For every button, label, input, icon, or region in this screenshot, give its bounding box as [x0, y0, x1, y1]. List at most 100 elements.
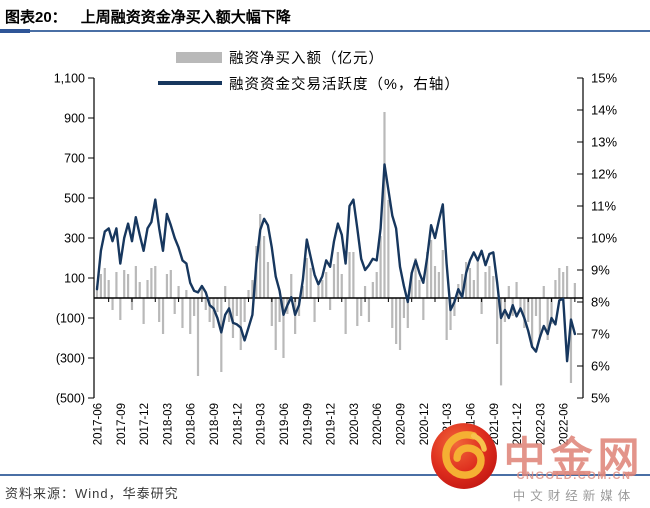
- net-buy-bar: [251, 280, 254, 298]
- net-buy-bar: [569, 298, 573, 383]
- legend-label-activity: 融资资金交易活跃度（%，右轴）: [229, 76, 460, 93]
- net-buy-bar: [426, 252, 429, 298]
- net-buy-bar: [220, 298, 223, 372]
- net-buy-bar: [554, 280, 557, 298]
- net-buy-bar: [235, 298, 238, 316]
- net-buy-bar: [445, 298, 448, 340]
- net-buy-bar: [212, 298, 215, 328]
- net-buy-bar: [363, 286, 367, 298]
- net-buy-bar: [499, 298, 503, 386]
- net-buy-bar: [391, 298, 394, 328]
- legend-swatch-box: [158, 51, 222, 63]
- legend-item-net-buy: 融资净买入额（亿元）: [158, 44, 460, 70]
- net-buy-bar: [519, 298, 522, 310]
- net-buy-bar: [154, 266, 157, 298]
- net-buy-bar: [476, 258, 479, 298]
- net-buy-bar: [398, 298, 402, 350]
- net-buy-bar: [344, 298, 347, 334]
- net-buy-bar: [309, 268, 312, 298]
- net-buy-bar: [150, 268, 153, 298]
- net-buy-bar: [422, 298, 425, 320]
- x-tick-label: 2018-06: [186, 403, 198, 445]
- x-tick-label: 2018-03: [162, 403, 174, 445]
- right-tick-label: 9%: [591, 263, 610, 278]
- right-tick-label: 6%: [591, 359, 610, 374]
- cngold-logo-icon: [431, 423, 497, 489]
- figure-header: 图表20： 上周融资资金净买入额大幅下降: [5, 6, 291, 27]
- watermark-domain-text: CNGOLD.COM.CN: [516, 470, 632, 482]
- net-buy-bar: [360, 298, 363, 316]
- net-buy-bar: [173, 298, 176, 314]
- net-buy-bar: [527, 298, 530, 322]
- net-buy-bar: [453, 298, 456, 316]
- net-buy-bar: [367, 298, 371, 322]
- x-tick-label: 2018-12: [232, 403, 244, 445]
- net-buy-bar: [430, 240, 433, 298]
- line-swatch-icon: [158, 81, 222, 85]
- left-tick-label: (300): [56, 352, 85, 366]
- net-buy-bar: [99, 274, 102, 298]
- net-buy-bar: [550, 298, 553, 324]
- net-buy-bar: [111, 298, 114, 310]
- net-buy-bar: [348, 252, 351, 298]
- cngold-watermark: 中金网 CNGOLD.COM.CN 中文财经新媒体: [428, 418, 650, 508]
- x-tick-label: 2020-03: [349, 403, 361, 445]
- net-buy-bar: [177, 286, 180, 298]
- net-buy-bar: [492, 276, 495, 298]
- net-buy-bar: [185, 290, 188, 298]
- x-tick-label: 2017-12: [139, 403, 151, 445]
- header-separator: [0, 30, 650, 32]
- net-buy-bar: [414, 258, 417, 298]
- net-buy-bar: [406, 298, 409, 328]
- x-tick-label: 2021-12: [512, 403, 524, 445]
- x-tick-label: 2022-06: [559, 403, 571, 445]
- right-tick-label: 7%: [591, 327, 610, 342]
- net-buy-bar: [441, 250, 444, 298]
- right-tick-label: 14%: [591, 103, 617, 118]
- net-buy-bar: [270, 298, 273, 326]
- net-buy-bar: [565, 266, 569, 298]
- net-buy-bar: [259, 214, 262, 298]
- net-buy-bar: [507, 286, 510, 298]
- net-buy-bar: [103, 268, 106, 298]
- net-buy-bar: [558, 268, 561, 298]
- net-buy-bar: [216, 298, 219, 312]
- net-buy-bar: [356, 298, 359, 326]
- net-buy-bar: [239, 298, 242, 350]
- left-tick-label: 300: [64, 232, 85, 246]
- footer-separator: [0, 474, 650, 476]
- x-tick-label: 2020-09: [396, 403, 408, 445]
- net-buy-bar: [130, 298, 134, 310]
- net-buy-bar: [126, 274, 130, 298]
- net-buy-bar: [224, 286, 227, 298]
- header-separator-accent: [0, 29, 30, 33]
- net-buy-bar: [146, 280, 149, 298]
- x-tick-label: 2019-03: [256, 403, 268, 445]
- net-buy-bar: [461, 274, 464, 298]
- net-buy-bar: [542, 286, 545, 298]
- right-tick-label: 11%: [591, 199, 616, 214]
- right-tick-label: 5%: [591, 391, 610, 406]
- net-buy-bar: [193, 298, 196, 316]
- net-buy-bar: [534, 298, 538, 316]
- net-buy-bar: [488, 266, 491, 298]
- x-tick-label: 2019-06: [279, 403, 291, 445]
- net-buy-bar: [410, 272, 413, 298]
- net-buy-bar: [472, 280, 475, 298]
- net-buy-bar: [278, 298, 281, 322]
- x-tick-label: 2022-03: [535, 403, 547, 445]
- left-tick-label: 1,100: [54, 72, 85, 86]
- net-buy-bar: [480, 298, 483, 314]
- net-buy-bar: [468, 268, 472, 298]
- figure-label: 图表20：: [5, 9, 67, 26]
- net-buy-bar: [142, 298, 145, 324]
- legend-swatch-box: [158, 81, 222, 85]
- net-buy-bar: [169, 270, 172, 298]
- net-buy-bar: [321, 280, 324, 298]
- x-tick-label: 2020-06: [372, 403, 384, 445]
- net-buy-bar: [196, 298, 200, 376]
- watermark-tagline-text: 中文财经新媒体: [512, 489, 636, 503]
- net-buy-bar: [332, 264, 336, 298]
- net-buy-bar: [402, 298, 406, 318]
